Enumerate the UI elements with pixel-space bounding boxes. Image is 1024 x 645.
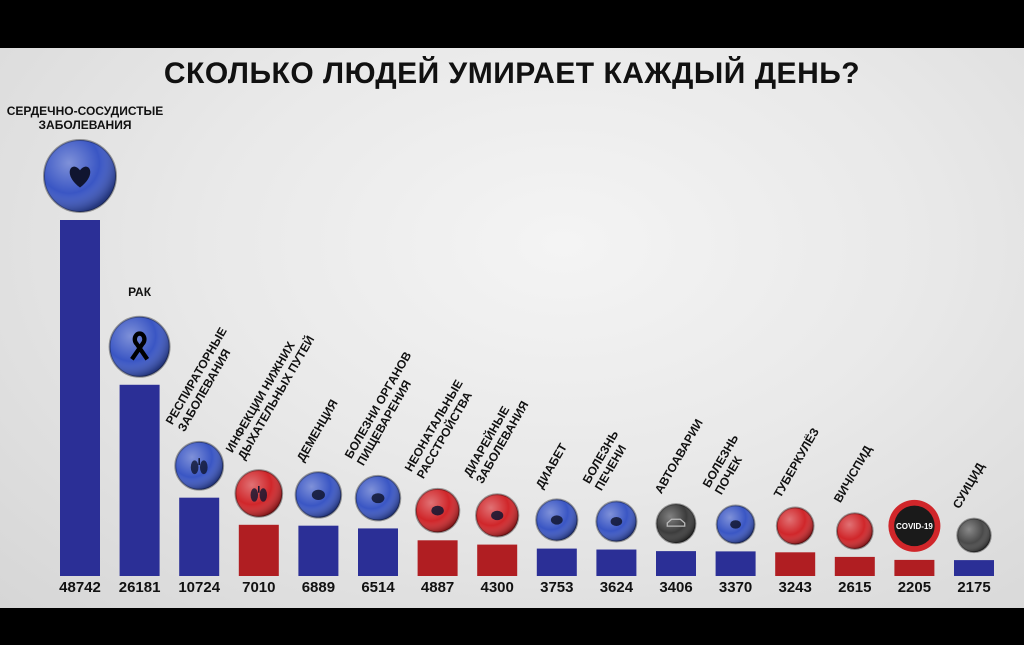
lung-left xyxy=(250,488,259,502)
kidney-shape xyxy=(730,520,742,529)
car-body xyxy=(666,518,686,527)
bar-12 xyxy=(715,551,756,576)
value-label: 3243 xyxy=(778,579,812,596)
value-label: 7010 xyxy=(242,579,276,596)
value-label: 3624 xyxy=(599,579,634,596)
category-label-line: ЗАБОЛЕВАНИЯ xyxy=(38,118,132,132)
liver-icon xyxy=(610,516,623,526)
car-icon xyxy=(666,518,686,527)
stomach-shape xyxy=(371,493,385,504)
value-label: 4887 xyxy=(420,579,455,596)
value-label: 6889 xyxy=(301,579,336,596)
ball-shading-14 xyxy=(836,513,873,549)
bar-10 xyxy=(596,549,637,576)
trachea xyxy=(198,458,200,466)
ribbon-shape xyxy=(130,331,150,361)
ribbon-icon xyxy=(130,331,150,361)
baby-shape xyxy=(431,505,444,516)
value-label: 6514 xyxy=(361,579,395,596)
bar-7 xyxy=(417,540,458,576)
intestine-shape xyxy=(491,510,504,521)
bar-16 xyxy=(954,560,994,576)
brain-shape xyxy=(311,489,325,500)
category-label: РАК xyxy=(120,285,160,299)
bar-15 xyxy=(894,559,935,576)
bar-2 xyxy=(119,384,160,576)
ball-shading-16 xyxy=(957,518,991,553)
bar-8 xyxy=(477,544,518,576)
bar-13 xyxy=(775,552,816,576)
covid-text: COVID-19 xyxy=(896,522,933,531)
value-label: 2205 xyxy=(897,579,932,596)
pancreas-shape xyxy=(550,515,563,525)
baby-icon xyxy=(431,505,444,516)
value-label: 2615 xyxy=(838,579,872,596)
value-label: 3406 xyxy=(659,579,693,596)
liver-shape xyxy=(610,516,623,526)
ball-shading-3 xyxy=(175,441,224,490)
heart-icon xyxy=(69,166,91,188)
value-label: 3370 xyxy=(718,579,753,596)
ball-shading-13 xyxy=(776,507,814,545)
category-label-line: СЕРДЕЧНО-СОСУДИСТЫЕ xyxy=(6,104,164,118)
category-label-line: РАК xyxy=(128,284,152,299)
value-label: 10724 xyxy=(178,579,221,596)
chart-title: СКОЛЬКО ЛЮДЕЙ УМИРАЕТ КАЖДЫЙ ДЕНЬ? xyxy=(163,57,861,90)
bar-4 xyxy=(238,524,279,576)
lung-right xyxy=(259,488,268,502)
lungs-icon xyxy=(250,485,268,502)
bottom-letterbox xyxy=(0,608,1024,645)
heart-shape xyxy=(69,166,91,188)
category-label: СЕРДЕЧНО-СОСУДИСТЫЕ ЗАБОЛЕВАНИЯ xyxy=(5,104,165,132)
lung-left xyxy=(190,460,199,475)
value-label: 26181 xyxy=(118,579,161,596)
brain-icon xyxy=(311,489,325,500)
trachea xyxy=(258,485,260,493)
ball-shading-4 xyxy=(235,470,283,517)
bar-11 xyxy=(656,551,696,576)
kidney-icon xyxy=(730,520,742,529)
value-label: 48742 xyxy=(59,579,101,596)
intestine-icon xyxy=(491,510,504,521)
virus-core xyxy=(894,505,935,547)
top-letterbox xyxy=(0,0,1024,48)
bar-14 xyxy=(834,556,875,576)
virus-icon: COVID-19 xyxy=(894,505,935,547)
bar-5 xyxy=(298,525,339,576)
lungs-icon xyxy=(190,458,208,475)
lung-right xyxy=(199,460,208,475)
bar-9 xyxy=(536,548,577,576)
bar-1 xyxy=(60,220,100,576)
value-label: 2175 xyxy=(957,579,991,596)
value-label: 4300 xyxy=(480,579,514,596)
ball-shading-11 xyxy=(656,504,696,544)
stomach-icon xyxy=(371,493,385,504)
pancreas-icon xyxy=(550,515,563,525)
bar-6 xyxy=(358,528,398,576)
value-label: 3753 xyxy=(540,579,574,596)
bar-3 xyxy=(179,497,220,576)
